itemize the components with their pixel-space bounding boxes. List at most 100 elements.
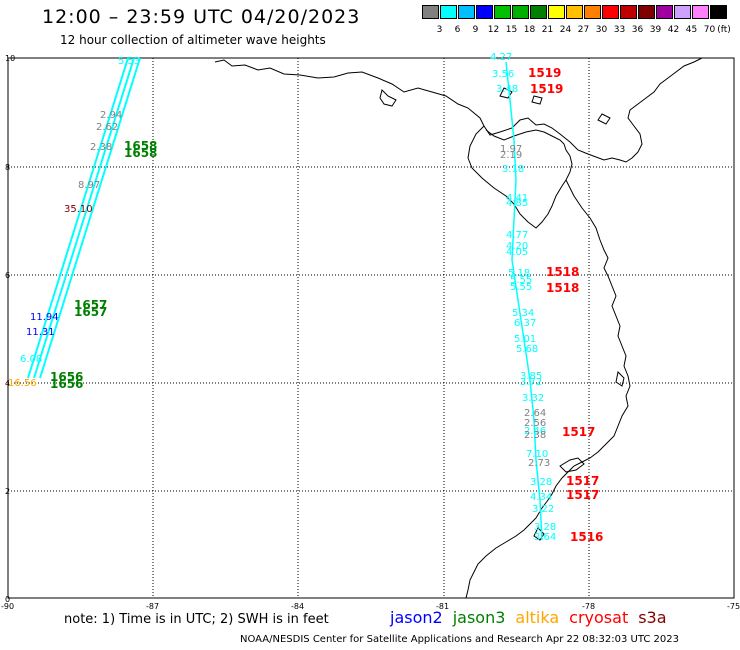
colorbar-label: 45 xyxy=(685,25,698,35)
colorbar-label: 27 xyxy=(577,25,590,35)
swh-reading: 3.56 xyxy=(492,69,514,80)
x-tick-labels: -90 -87 -84 -81 -78 -75 xyxy=(1,602,740,611)
pass-time: 1517 xyxy=(562,425,595,439)
swh-reading: 4.34 xyxy=(530,492,552,503)
colorbar-swatch xyxy=(458,5,475,19)
swh-reading: 5.68 xyxy=(516,344,538,355)
colorbar-label: 6 xyxy=(454,25,461,35)
x-tick: -81 xyxy=(436,602,449,611)
swh-reading: 2.56 xyxy=(524,418,546,429)
colorbar-label: 12 xyxy=(487,25,500,35)
pass-time: 1517 xyxy=(566,474,599,488)
swh-reading: 16.56 xyxy=(8,378,37,389)
swh-reading: 2.64 xyxy=(524,408,546,419)
colorbar-label: 70 xyxy=(703,25,716,35)
map-frame xyxy=(7,57,735,599)
colorbar-label: 30 xyxy=(595,25,608,35)
swh-reading: 3.72 xyxy=(520,377,542,388)
swh-reading: 5.55 xyxy=(510,275,532,286)
right-swath xyxy=(505,61,543,541)
swh-reading: 5.53 xyxy=(118,56,140,67)
swh-reading: 2.62 xyxy=(96,122,118,133)
left-track-times: 1658 1658 1657 1657 1656 1656 xyxy=(50,139,157,391)
swh-reading: 11.31 xyxy=(26,327,55,338)
swh-reading: 7.10 xyxy=(526,449,548,460)
colorbar-swatch xyxy=(584,5,601,19)
swh-reading: 4.20 xyxy=(506,241,528,252)
swh-reading: 4.27 xyxy=(490,52,512,63)
pass-time: 1658 xyxy=(124,146,157,160)
colorbar-swatch xyxy=(476,5,493,19)
swh-reading: 2.46 xyxy=(524,426,546,437)
colorbar-swatch xyxy=(530,5,547,19)
colorbar-label: 3 xyxy=(436,25,443,35)
swh-reading: 3.32 xyxy=(522,393,544,404)
swh-reading: 35.10 xyxy=(64,204,93,215)
colorbar-label: 15 xyxy=(505,25,518,35)
colorbar-swatch xyxy=(710,5,727,19)
swh-reading: 2.19 xyxy=(500,150,522,161)
legend-altika: altika xyxy=(515,608,560,627)
swh-reading: 3.85 xyxy=(520,371,542,382)
footnote: note: 1) Time is in UTC; 2) SWH is in fe… xyxy=(64,612,329,627)
pass-time: 1517 xyxy=(566,488,599,502)
legend-jason2: jason2 xyxy=(390,608,443,627)
grid-lines xyxy=(8,58,734,598)
swh-reading: 5.18 xyxy=(508,268,530,279)
swh-reading: 5.34 xyxy=(512,308,534,319)
y-tick: 2 xyxy=(5,487,10,496)
satellite-legend: jason2 jason3 altika cryosat s3a xyxy=(390,608,677,627)
swh-reading: 3.48 xyxy=(496,84,518,95)
pass-time: 1518 xyxy=(546,281,579,295)
x-tick: -75 xyxy=(727,602,740,611)
pass-time: 1658 xyxy=(124,139,157,153)
swh-reading: 4.05 xyxy=(506,247,528,258)
colorbar-label: 39 xyxy=(649,25,662,35)
page-title: 12:00 – 23:59 UTC 04/20/2023 xyxy=(42,6,361,28)
colorbar-label: 33 xyxy=(613,25,626,35)
right-track-readings: 4.27 3.56 3.48 1.97 2.19 3.18 4.41 4.85 … xyxy=(490,52,556,543)
swh-reading: 4.77 xyxy=(506,230,528,241)
y-tick: 6 xyxy=(5,271,10,280)
colorbar-swatch xyxy=(620,5,637,19)
pass-time: 1519 xyxy=(528,66,561,80)
left-track-readings: 5.53 2.94 2.62 2.38 8.97 35.10 11.94 11.… xyxy=(8,56,140,389)
pass-time: 1656 xyxy=(50,370,83,384)
page-subtitle: 12 hour collection of altimeter wave hei… xyxy=(60,33,326,47)
x-tick: -84 xyxy=(291,602,304,611)
colorbar-label: 9 xyxy=(472,25,479,35)
colorbar-label: 36 xyxy=(631,25,644,35)
y-tick: 0 xyxy=(5,595,10,604)
footer-credit: NOAA/NESDIS Center for Satellite Applica… xyxy=(240,634,679,645)
swh-reading: 3.22 xyxy=(532,504,554,515)
swh-reading: 4.41 xyxy=(506,193,528,204)
swh-reading: 6.37 xyxy=(514,318,536,329)
swh-reading: 3.28 xyxy=(530,477,552,488)
colorbar-label: 18 xyxy=(523,25,536,35)
colorbar-swatch xyxy=(422,5,439,19)
swh-reading: 3.18 xyxy=(502,164,524,175)
swh-reading: 5.55 xyxy=(510,282,532,293)
swh-reading: 2.73 xyxy=(528,458,550,469)
y-tick: 4 xyxy=(5,379,10,388)
colorbar-swatch xyxy=(494,5,511,19)
swh-reading: 11.94 xyxy=(30,312,59,323)
colorbar-unit: (ft) xyxy=(717,25,731,35)
colorbar-swatch xyxy=(548,5,565,19)
coastline xyxy=(214,57,703,599)
swh-reading: 3.28 xyxy=(534,522,556,533)
legend-s3a: s3a xyxy=(638,608,667,627)
colorbar-swatch xyxy=(512,5,529,19)
right-track-times: 1519 1519 1518 1518 1517 1517 1517 1516 xyxy=(528,66,603,544)
pass-time: 1519 xyxy=(530,82,563,96)
swh-reading: 2.38 xyxy=(90,142,112,153)
legend-jason3: jason3 xyxy=(452,608,506,627)
colorbar-label: 42 xyxy=(667,25,680,35)
swh-reading: 4.85 xyxy=(506,198,528,209)
colorbar-swatch xyxy=(566,5,583,19)
swh-reading: 5.01 xyxy=(514,334,536,345)
pass-time: 1518 xyxy=(546,265,579,279)
colorbar-label: 21 xyxy=(541,25,554,35)
